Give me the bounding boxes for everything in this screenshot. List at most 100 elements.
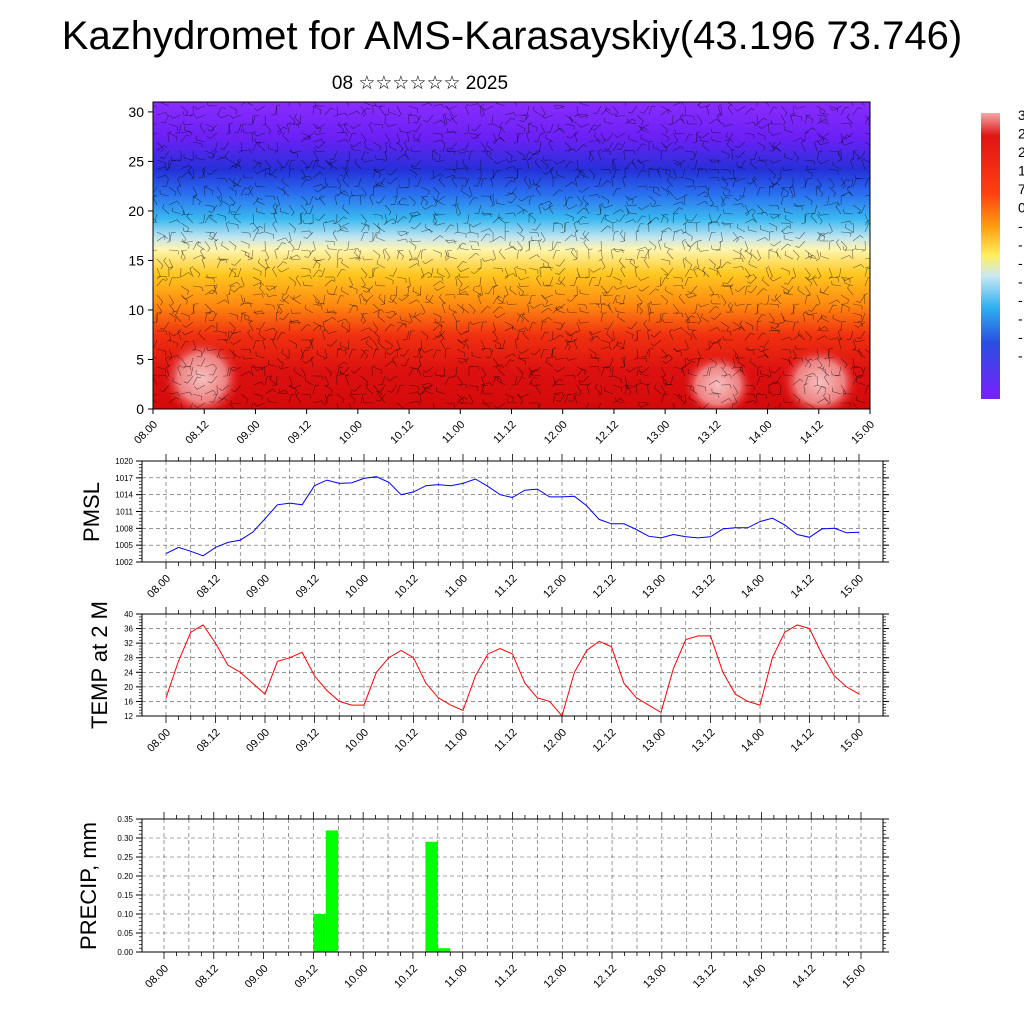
pmsl-panel: 1002 1005 1008 1011 1014 1017 1020 08.00 08.12 09… (79, 454, 889, 601)
xtick-label: 10.12 (393, 573, 421, 601)
heatmap-ytick-label: 30 (128, 104, 144, 120)
precip-bar (325, 830, 339, 952)
xtick-label: 14.12 (790, 963, 818, 991)
ytick-label: 0.05 (117, 929, 133, 938)
colorbar-label: - (1018, 329, 1023, 345)
heatmap-ytick-label: 10 (128, 302, 144, 318)
xtick-label: 14.12 (789, 573, 817, 601)
xtick-label: 13.12 (690, 727, 718, 755)
xtick-label: 08.00 (143, 963, 171, 991)
heatmap-field (153, 102, 870, 409)
colorbar-label: 3 (1018, 107, 1024, 123)
heatmap-xtick-label: 12.00 (542, 419, 570, 447)
xtick-label: 08.12 (195, 727, 223, 755)
colorbar-label: - (1018, 311, 1023, 327)
xtick-label: 11.12 (492, 573, 519, 600)
colorbar-label: 0 (1018, 200, 1024, 216)
ytick-label: 36 (124, 625, 133, 634)
heatmap-xtick-label: 08.12 (183, 419, 211, 447)
colorbar-label: - (1018, 218, 1023, 234)
xtick-label: 09.00 (244, 573, 272, 601)
precip-panel: 0.00 0.05 0.10 0.15 0.20 0.25 0.30 0.35 08.00 08.… (76, 812, 889, 991)
precip-ylabel: PRECIP, mm (76, 822, 101, 950)
xtick-label: 15.00 (840, 963, 868, 991)
heatmap-xtick-label: 09.00 (235, 419, 263, 447)
xtick-label: 13.00 (641, 963, 669, 991)
heatmap-xtick-label: 14.12 (798, 419, 826, 447)
xtick-label: 08.12 (195, 573, 223, 601)
colorbar-gradient (981, 113, 1000, 399)
precip-bar (313, 914, 326, 952)
xtick-label: 08.00 (145, 727, 173, 755)
xtick-label: 14.12 (789, 727, 817, 755)
xtick-label: 12.00 (541, 963, 569, 991)
ytick-label: 1011 (116, 508, 134, 517)
colorbar-label: 2 (1018, 126, 1024, 142)
heatmap-ytick-label: 15 (128, 252, 144, 268)
xtick-label: 11.12 (492, 963, 519, 990)
ytick-label: 28 (124, 654, 133, 663)
heatmap-xtick-label: 09.12 (286, 419, 314, 447)
xtick-label: 09.12 (294, 573, 322, 601)
heatmap-xtick-label: 13.12 (696, 419, 724, 447)
xtick-label: 12.12 (591, 573, 619, 601)
heatmap-xtick-label: 10.00 (337, 419, 365, 447)
ytick-label: 32 (124, 639, 133, 648)
temp-panel: 12 16 20 24 28 32 36 40 08.00 08.12 09.00 09.12 10.0… (87, 601, 889, 755)
xtick-label: 11.00 (443, 573, 470, 600)
xtick-label: 14.00 (741, 963, 769, 991)
xtick-label: 09.00 (244, 727, 272, 755)
xtick-label: 10.00 (342, 963, 370, 991)
pmsl-ylabel: PMSL (79, 482, 104, 542)
xtick-label: 09.12 (293, 963, 321, 991)
heatmap-xtick-label: 12.12 (593, 419, 621, 447)
colorbar-label: - (1018, 255, 1023, 271)
ytick-label: 40 (124, 610, 133, 619)
xtick-label: 10.12 (392, 963, 420, 991)
page-title: Kazhydromet for AMS-Karasayskiy(43.196 7… (61, 14, 963, 58)
xtick-label: 12.12 (591, 963, 619, 991)
heatmap-xtick-label: 11.12 (491, 419, 518, 446)
chart-subtitle: 08 ☆☆☆☆☆☆ 2025 (331, 73, 509, 94)
colorbar-label: 2 (1018, 144, 1024, 160)
xtick-label: 12.00 (541, 573, 569, 601)
xtick-label: 10.00 (343, 573, 371, 601)
heatmap-ytick-label: 20 (128, 203, 144, 219)
precip-bar (425, 841, 438, 952)
xtick-label: 09.12 (294, 727, 322, 755)
ytick-label: 1020 (115, 457, 133, 466)
heatmap-xtick-label: 10.12 (388, 419, 416, 447)
colorbar-label: - (1018, 237, 1023, 253)
heatmap-xtick-label: 14.00 (747, 419, 775, 447)
xtick-label: 14.00 (739, 727, 767, 755)
ytick-label: 1008 (115, 524, 133, 533)
ytick-label: 1002 (115, 558, 133, 567)
colorbar-label: - (1018, 274, 1023, 290)
ytick-label: 0.20 (117, 872, 133, 881)
xtick-label: 08.00 (145, 573, 173, 601)
heatmap-ytick-label: 5 (136, 351, 144, 367)
ytick-label: 1017 (115, 474, 133, 483)
xtick-label: 14.00 (739, 573, 767, 601)
colorbar-label: 1 (1018, 163, 1024, 179)
ytick-label: 1014 (115, 491, 133, 500)
heatmap-ytick-label: 25 (128, 153, 144, 169)
xtick-label: 15.00 (838, 573, 866, 601)
ytick-label: 0.25 (117, 853, 133, 862)
xtick-label: 10.12 (393, 727, 421, 755)
precip-bar (437, 948, 451, 952)
colorbar: 3 2 2 1 7 0 - - - - - - - - (981, 107, 1024, 399)
hot-spot (162, 338, 242, 409)
ytick-label: 20 (124, 683, 133, 692)
xtick-label: 11.12 (492, 727, 519, 754)
ytick-label: 0.00 (117, 948, 133, 957)
xtick-label: 12.12 (591, 727, 619, 755)
ytick-label: 16 (124, 697, 133, 706)
heatmap-hot-spots (153, 102, 870, 409)
ytick-label: 24 (124, 668, 133, 677)
xtick-label: 09.00 (243, 963, 271, 991)
ytick-label: 1005 (115, 541, 133, 550)
xtick-label: 11.00 (443, 727, 470, 754)
xtick-label: 13.00 (640, 573, 668, 601)
